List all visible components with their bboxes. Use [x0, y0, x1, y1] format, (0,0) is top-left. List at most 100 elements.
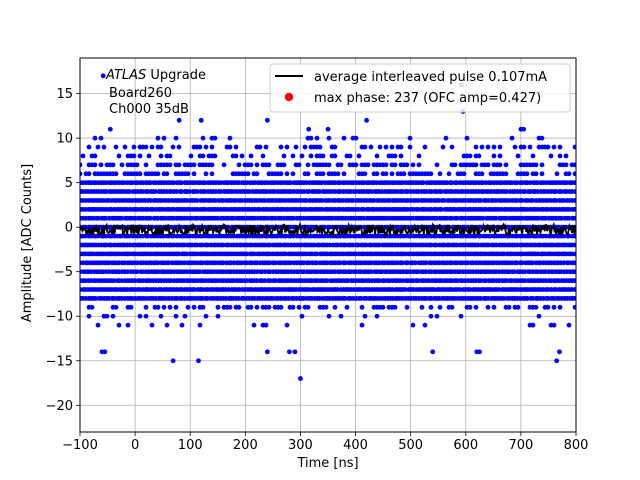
scatter-point [173, 304, 179, 310]
scatter-point [572, 242, 576, 248]
scatter-point [251, 251, 257, 257]
scatter-point [572, 171, 576, 177]
scatter-point [572, 206, 576, 212]
scatter-point [564, 180, 569, 186]
scatter-point [227, 144, 233, 150]
scatter-point [439, 189, 444, 194]
scatter-point [308, 153, 314, 159]
scatter-point [509, 180, 515, 186]
scatter-point [233, 198, 239, 203]
scatter-point [145, 206, 151, 212]
scatter-point [519, 198, 525, 203]
scatter-point [504, 278, 510, 284]
scatter-point [220, 198, 226, 203]
scatter-point [410, 162, 416, 168]
scatter-point [205, 296, 210, 301]
scatter-point [485, 198, 491, 203]
scatter-point [335, 287, 340, 292]
scatter-point [221, 162, 227, 168]
scatter-point [220, 242, 226, 248]
scatter-point [383, 171, 389, 177]
scatter-point [376, 278, 382, 284]
scatter-point [365, 162, 371, 168]
scatter-point [551, 304, 557, 310]
axis-ticks: −100 0 100 200 300 400 500 600 700 800−20−15−10−5… [46, 87, 589, 453]
scatter-point [155, 269, 161, 275]
legend: average interleaved pulse 0.107mA max ph… [269, 63, 571, 113]
scatter-point [239, 153, 245, 159]
scatter-point [535, 189, 541, 194]
scatter-point [319, 180, 325, 186]
scatter-point [485, 162, 491, 168]
scatter-point [431, 287, 437, 292]
scatter-point [572, 144, 576, 150]
scatter-point [515, 304, 521, 310]
scatter-point [473, 162, 479, 168]
scatter-point [147, 180, 153, 186]
scatter-point [535, 206, 541, 212]
scatter-point [548, 153, 554, 159]
scatter-point [332, 304, 338, 310]
scatter-point [127, 251, 132, 257]
scatter-point [116, 153, 122, 159]
x-tick-label: 200 [233, 438, 258, 453]
scatter-point [176, 144, 182, 150]
scatter-point [184, 251, 190, 257]
scatter-point [491, 153, 497, 159]
scatter-point [80, 171, 83, 177]
scatter-point [244, 278, 249, 284]
scatter-point [519, 251, 525, 257]
scatter-point [284, 322, 290, 328]
scatter-point [319, 198, 325, 203]
scatter-point [344, 304, 350, 310]
scatter-point [467, 304, 473, 310]
scatter-point [205, 242, 210, 248]
scatter-point [524, 296, 530, 301]
scatter-point [467, 153, 473, 159]
annotation: ATLAS Upgrade Board260 Ch000 35dB [105, 68, 206, 117]
scatter-point [464, 135, 470, 141]
scatter-point [173, 135, 179, 141]
scatter-point [332, 144, 338, 150]
scatter-point [326, 135, 332, 141]
scatter-point [176, 162, 182, 168]
scatter-point [493, 198, 499, 203]
scatter-point [428, 171, 434, 177]
scatter-point [245, 171, 251, 177]
scatter-point [335, 171, 341, 177]
scatter-point [197, 144, 203, 150]
x-axis-label: Time [ns] [296, 456, 358, 471]
scatter-point-outlier [99, 349, 105, 355]
scatter-point-outlier [477, 349, 482, 355]
scatter-point [440, 144, 446, 150]
y-axis-label: Amplitude [ADC Counts] [20, 164, 35, 322]
scatter-point [514, 242, 520, 248]
scatter-point [317, 144, 323, 150]
scatter-point [368, 144, 374, 150]
scatter-point [441, 242, 447, 248]
scatter-point [401, 171, 407, 177]
scatter-point-outlier [325, 126, 331, 132]
scatter-point [437, 171, 443, 177]
scatter-point [319, 206, 325, 212]
scatter-point [572, 260, 576, 266]
scatter-point [535, 180, 541, 186]
scatter-point [236, 162, 242, 168]
scatter-point [342, 242, 348, 248]
scatter-point [501, 296, 507, 301]
scatter-point [348, 233, 353, 239]
scatter-point-outlier [196, 358, 201, 364]
scatter-point [103, 215, 109, 221]
scatter-point [389, 171, 395, 177]
scatter-point [302, 144, 308, 150]
scatter-point [530, 198, 535, 203]
scatter-point [304, 251, 309, 257]
scatter-point [147, 215, 153, 221]
scatter-point [244, 251, 249, 257]
scatter-point [558, 215, 564, 221]
scatter-point [563, 162, 569, 168]
scatter-point [551, 322, 557, 328]
scatter-point [227, 304, 233, 310]
scatter-point [355, 242, 361, 248]
